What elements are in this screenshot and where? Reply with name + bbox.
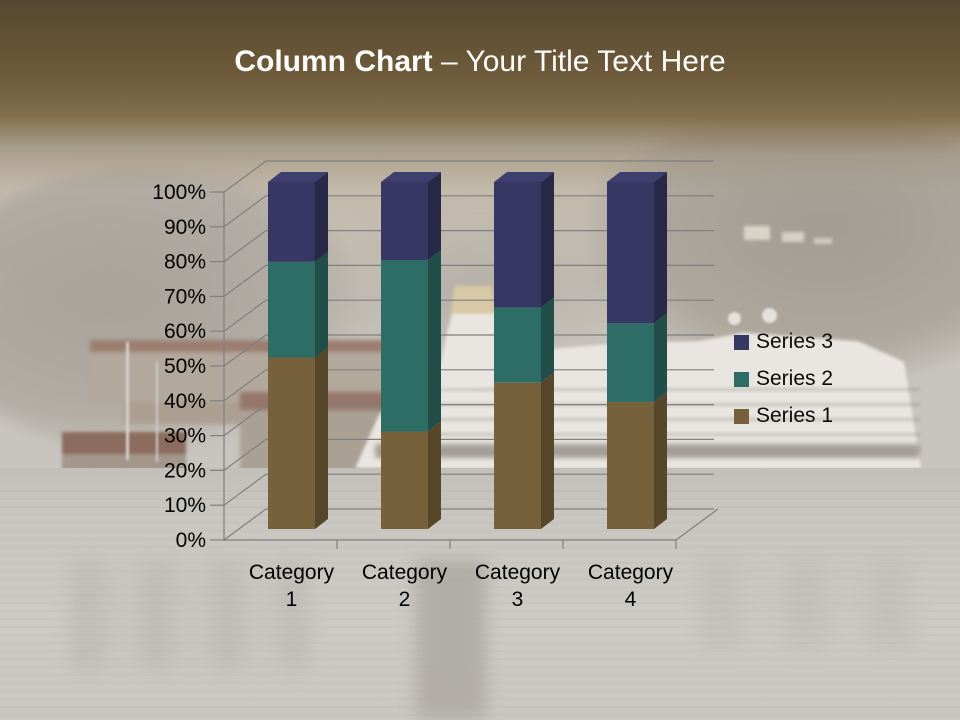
y-axis-label: 100% [152, 181, 206, 204]
segment-series-3 [381, 182, 428, 260]
y-axis-label: 80% [164, 251, 206, 274]
chart-legend: Series 3 Series 2 Series 1 [734, 330, 833, 441]
column-2 [381, 172, 441, 529]
legend-swatch-series-3 [734, 334, 749, 350]
segment-side-series-2 [654, 313, 667, 403]
photo-distant-houses [744, 226, 770, 240]
segment-series-1 [268, 357, 315, 529]
segment-side-series-1 [654, 392, 667, 529]
segment-series-1 [607, 402, 654, 529]
y-axis-label: 60% [164, 320, 206, 343]
segment-side-series-1 [428, 421, 441, 529]
photo-water-reflection [416, 560, 486, 718]
x-axis-label: Category 2 [362, 561, 448, 611]
column-top-face [268, 172, 328, 182]
segment-series-3 [607, 182, 654, 324]
y-axis-label: 20% [164, 459, 206, 482]
slide-title-rest: – Your Title Text Here [432, 45, 726, 78]
legend-item-series-2: Series 2 [734, 367, 833, 391]
segment-series-2 [268, 261, 315, 358]
x-axis-label: Category 3 [475, 561, 561, 611]
x-axis-label: Category 4 [588, 561, 674, 611]
segment-side-series-2 [428, 249, 441, 432]
photo-ship-radar-dome [728, 312, 741, 325]
segment-series-1 [381, 431, 428, 529]
y-axis-label: 0% [176, 529, 206, 552]
legend-label: Series 3 [756, 330, 834, 353]
segment-side-series-3 [428, 172, 441, 260]
column-1 [268, 172, 328, 529]
slide-title: Column Chart – Your Title Text Here [0, 44, 960, 80]
column-top-face [381, 172, 441, 182]
y-axis-label: 50% [164, 355, 206, 378]
column-top-face [607, 172, 667, 182]
legend-label: Series 1 [756, 404, 834, 427]
column-4 [607, 172, 667, 529]
legend-item-series-3: Series 3 [734, 330, 833, 354]
segment-side-series-1 [315, 347, 328, 529]
y-axis-label: 40% [164, 390, 206, 413]
photo-water-reflection [70, 560, 310, 670]
photo-water-reflection [700, 560, 920, 650]
segment-series-2 [381, 259, 428, 432]
legend-swatch-series-1 [734, 408, 749, 424]
x-axis-label: Category 1 [249, 561, 335, 611]
photo-ship-radar-dome [762, 308, 777, 323]
segment-side-series-1 [541, 372, 554, 529]
legend-item-series-1: Series 1 [734, 404, 833, 428]
slide-title-bold: Column Chart [234, 45, 433, 78]
photo-sailboat-mast [126, 342, 129, 460]
segment-side-series-3 [541, 172, 554, 308]
segment-series-3 [494, 182, 541, 308]
y-axis-label: 10% [164, 494, 206, 517]
column-3 [494, 172, 554, 529]
photo-sailboat-mast [156, 362, 158, 462]
header-gradient [0, 0, 960, 190]
legend-swatch-series-2 [734, 371, 749, 387]
segment-series-2 [607, 323, 654, 403]
segment-series-1 [494, 382, 541, 529]
y-axis-label: 70% [164, 285, 206, 308]
segment-side-series-3 [654, 172, 667, 324]
segment-side-series-2 [315, 251, 328, 358]
segment-series-3 [268, 182, 315, 262]
segment-series-2 [494, 307, 541, 383]
y-axis-label: 90% [164, 216, 206, 239]
segment-side-series-2 [541, 297, 554, 383]
y-axis-label: 30% [164, 425, 206, 448]
legend-label: Series 2 [756, 367, 834, 390]
column-top-face [494, 172, 554, 182]
segment-side-series-3 [315, 172, 328, 262]
